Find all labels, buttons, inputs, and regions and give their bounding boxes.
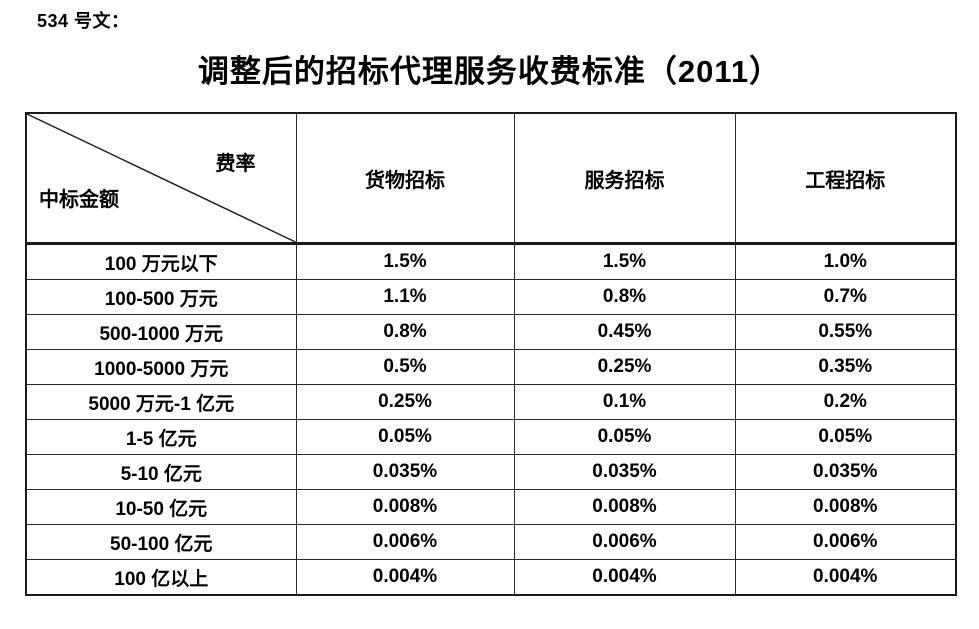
- column-header-goods: 货物招标: [295, 112, 515, 245]
- rate-cell: 0.035%: [295, 454, 515, 490]
- rate-cell: 0.2%: [734, 384, 957, 420]
- fee-table-container: 费率 中标金额 货物招标 服务招标 工程招标 100 万元以下 1.5% 1.5…: [25, 112, 957, 596]
- column-header-services: 服务招标: [513, 112, 736, 245]
- corner-header-cell: 费率 中标金额: [25, 112, 297, 245]
- diagonal-divider-line: [27, 114, 296, 242]
- rate-cell: 0.55%: [734, 314, 957, 350]
- rate-cell: 1.1%: [295, 279, 515, 315]
- rate-cell: 0.035%: [734, 454, 957, 490]
- row-label-cell: 100-500 万元: [25, 279, 297, 315]
- table-row: 500-1000 万元 0.8% 0.45% 0.55%: [25, 314, 957, 350]
- rate-cell: 0.035%: [513, 454, 736, 490]
- rate-cell: 0.008%: [295, 489, 515, 525]
- table-row: 100 万元以下 1.5% 1.5% 1.0%: [25, 243, 957, 280]
- table-row: 100-500 万元 1.1% 0.8% 0.7%: [25, 279, 957, 315]
- row-label-cell: 100 亿以上: [25, 559, 297, 596]
- rate-cell: 0.008%: [734, 489, 957, 525]
- page-title: 调整后的招标代理服务收费标准（2011）: [197, 54, 782, 89]
- rate-cell: 0.7%: [734, 279, 957, 315]
- table-row: 1000-5000 万元 0.5% 0.25% 0.35%: [25, 349, 957, 385]
- rate-cell: 0.8%: [295, 314, 515, 350]
- rate-cell: 0.5%: [295, 349, 515, 385]
- rate-cell: 0.004%: [513, 559, 736, 596]
- rate-cell: 1.5%: [513, 243, 736, 280]
- row-label-cell: 50-100 亿元: [25, 524, 297, 560]
- rate-cell: 0.05%: [734, 419, 957, 455]
- rate-cell: 0.25%: [513, 349, 736, 385]
- table-header: 费率 中标金额 货物招标 服务招标 工程招标: [25, 112, 957, 245]
- rate-cell: 0.006%: [295, 524, 515, 560]
- table-body: 100 万元以下 1.5% 1.5% 1.0% 100-500 万元 1.1% …: [25, 243, 957, 596]
- row-label-cell: 5-10 亿元: [25, 454, 297, 490]
- rate-cell: 0.05%: [513, 419, 736, 455]
- rate-cell: 0.1%: [513, 384, 736, 420]
- rate-cell: 0.45%: [513, 314, 736, 350]
- rate-cell: 0.8%: [513, 279, 736, 315]
- table-row: 10-50 亿元 0.008% 0.008% 0.008%: [25, 489, 957, 525]
- rate-cell: 0.05%: [295, 419, 515, 455]
- rate-cell: 0.006%: [734, 524, 957, 560]
- row-label-cell: 10-50 亿元: [25, 489, 297, 525]
- rate-cell: 1.0%: [734, 243, 957, 280]
- row-label-cell: 1-5 亿元: [25, 419, 297, 455]
- rate-cell: 1.5%: [295, 243, 515, 280]
- fee-table: 费率 中标金额 货物招标 服务招标 工程招标 100 万元以下 1.5% 1.5…: [25, 112, 957, 596]
- table-row: 1-5 亿元 0.05% 0.05% 0.05%: [25, 419, 957, 455]
- header-row: 费率 中标金额 货物招标 服务招标 工程招标: [25, 112, 957, 245]
- row-label-cell: 100 万元以下: [25, 243, 297, 280]
- table-row: 100 亿以上 0.004% 0.004% 0.004%: [25, 559, 957, 596]
- corner-label-amount: 中标金额: [39, 189, 119, 211]
- table-row: 5-10 亿元 0.035% 0.035% 0.035%: [25, 454, 957, 490]
- column-header-engineering: 工程招标: [734, 112, 957, 245]
- row-label-cell: 1000-5000 万元: [25, 349, 297, 385]
- doc-number: 534 号文：: [37, 11, 130, 31]
- row-label-cell: 500-1000 万元: [25, 314, 297, 350]
- rate-cell: 0.25%: [295, 384, 515, 420]
- rate-cell: 0.008%: [513, 489, 736, 525]
- table-row: 5000 万元-1 亿元 0.25% 0.1% 0.2%: [25, 384, 957, 420]
- row-label-cell: 5000 万元-1 亿元: [25, 384, 297, 420]
- rate-cell: 0.004%: [734, 559, 957, 596]
- rate-cell: 0.006%: [513, 524, 736, 560]
- rate-cell: 0.004%: [295, 559, 515, 596]
- corner-label-rate: 费率: [215, 153, 256, 175]
- rate-cell: 0.35%: [734, 349, 957, 385]
- table-row: 50-100 亿元 0.006% 0.006% 0.006%: [25, 524, 957, 560]
